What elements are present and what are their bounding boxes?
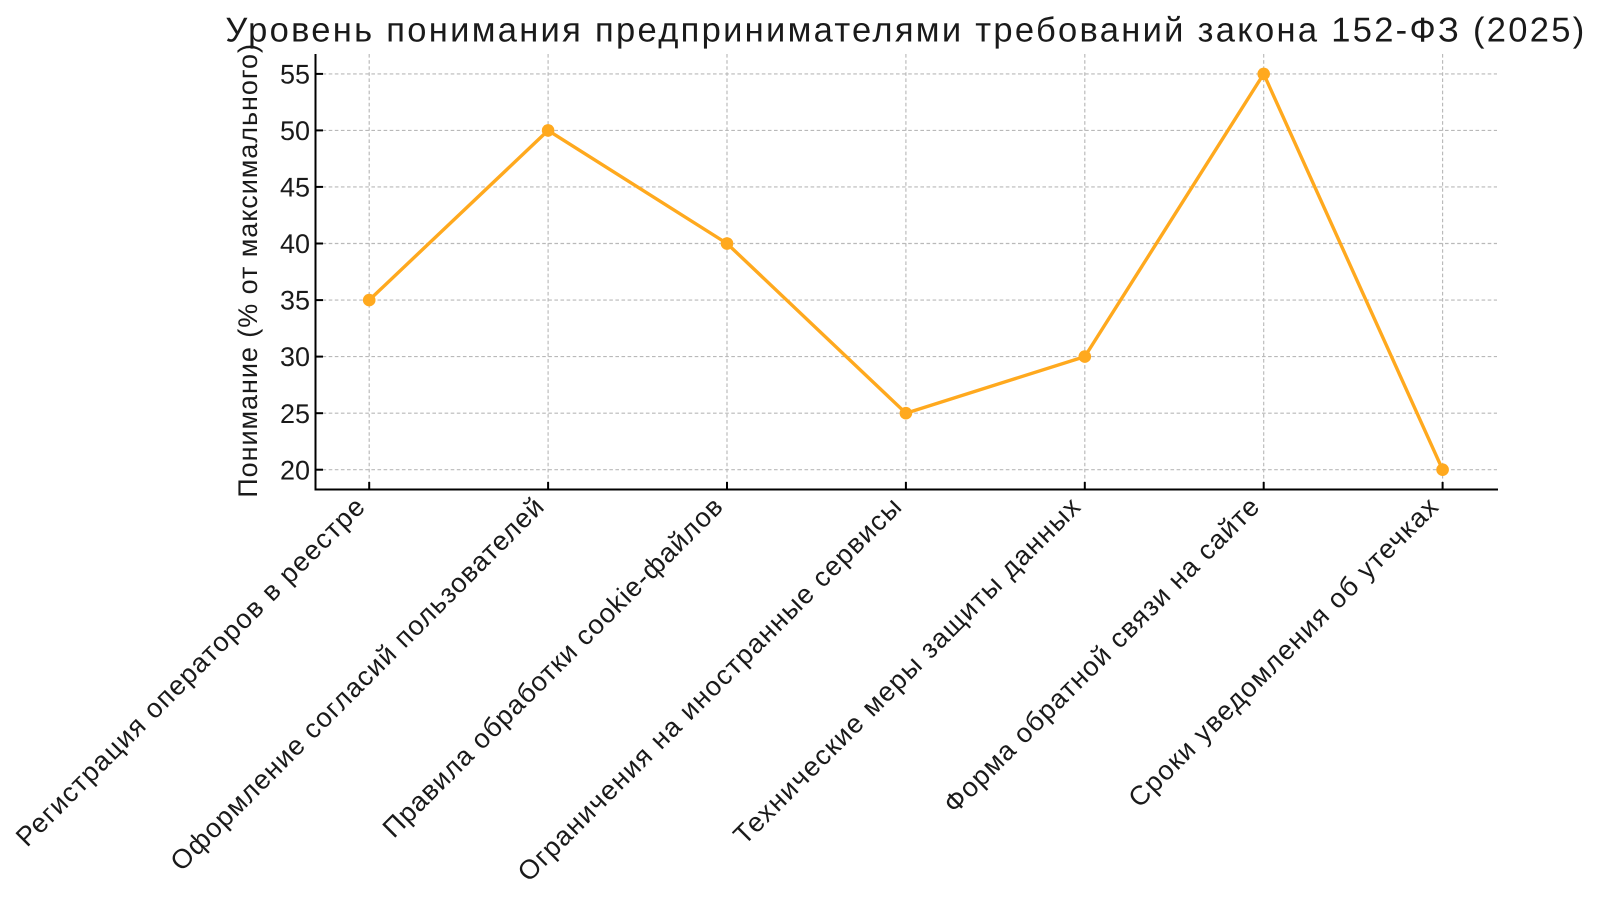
svg-text:55: 55 xyxy=(280,60,310,90)
svg-text:30: 30 xyxy=(280,342,310,372)
svg-text:Понимание (% от максимального): Понимание (% от максимального) xyxy=(233,43,263,498)
svg-text:40: 40 xyxy=(280,229,310,259)
svg-text:45: 45 xyxy=(280,173,310,203)
svg-text:20: 20 xyxy=(280,455,310,485)
svg-text:35: 35 xyxy=(280,286,310,316)
svg-text:25: 25 xyxy=(280,399,310,429)
svg-text:Уровень понимания предпринимат: Уровень понимания предпринимателями треб… xyxy=(225,11,1586,49)
svg-text:50: 50 xyxy=(280,116,310,146)
